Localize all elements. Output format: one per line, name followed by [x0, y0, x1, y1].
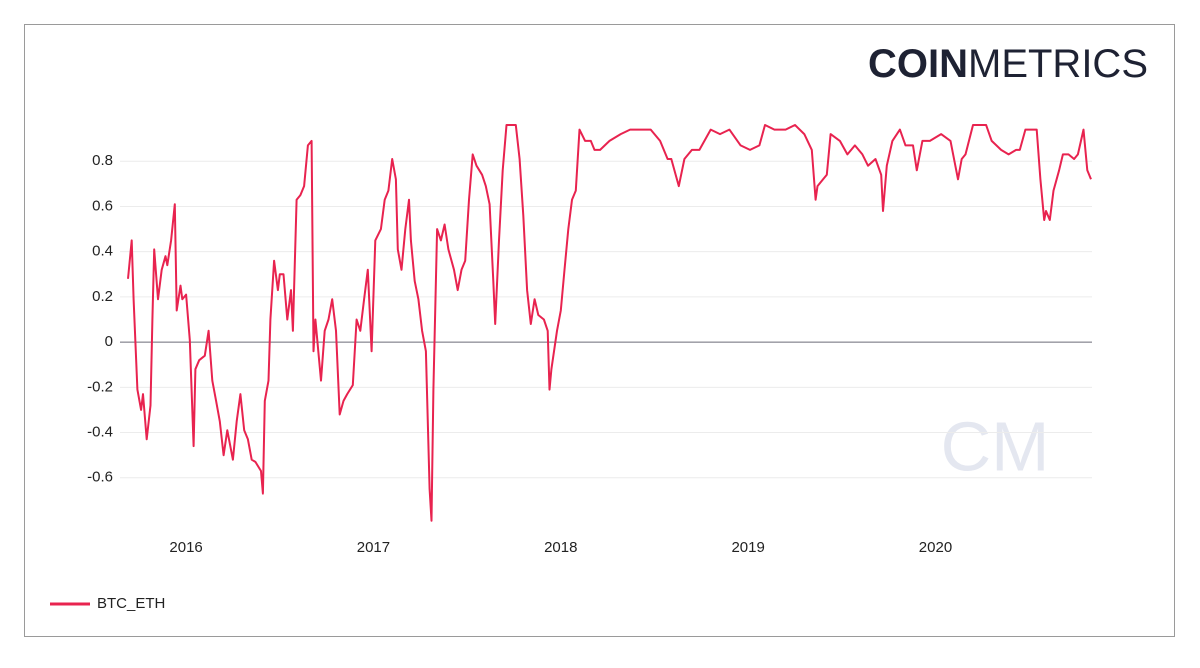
- line: [127, 124, 1092, 522]
- x-tick-label: 2018: [544, 539, 577, 556]
- logo: COINMETRICS: [868, 42, 1148, 86]
- y-tick-label: 0: [105, 333, 113, 350]
- y-tick-label: -0.2: [87, 378, 113, 395]
- logo-light: METRICS: [968, 42, 1148, 86]
- y-tick-label: -0.4: [87, 424, 113, 441]
- x-tick-label: 2020: [919, 539, 952, 556]
- logo-bold: COIN: [868, 42, 968, 86]
- y-tick-label: 0.6: [92, 197, 113, 214]
- y-tick-label: 0.4: [92, 243, 113, 260]
- y-tick-label: 0.2: [92, 288, 113, 305]
- x-tick-label: 2017: [357, 539, 390, 556]
- x-tick-label: 2016: [169, 539, 202, 556]
- legend-label: BTC_ETH: [97, 595, 165, 612]
- frame: [24, 24, 1175, 637]
- y-tick-label: 0.8: [92, 152, 113, 169]
- x-tick-label: 2019: [731, 539, 764, 556]
- watermark: CM: [941, 407, 1050, 485]
- y-tick-label: -0.6: [87, 469, 113, 486]
